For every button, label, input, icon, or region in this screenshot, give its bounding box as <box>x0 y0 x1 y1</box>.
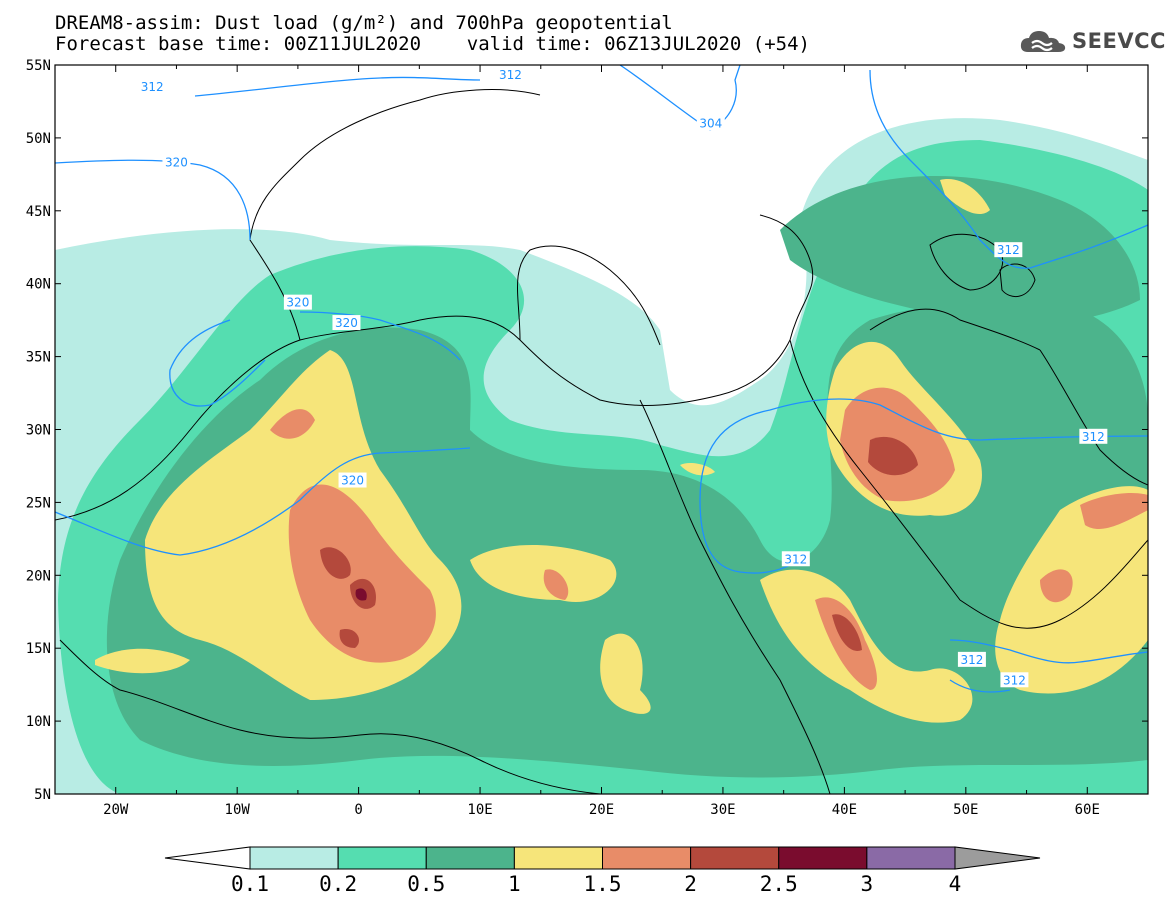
isoline-label-bg <box>138 78 167 94</box>
lat-tick-label: 20N <box>26 568 51 584</box>
forecast-time-line: Forecast base time: 00Z11JUL2020 valid t… <box>55 33 810 55</box>
isoline-label-bg <box>496 67 525 83</box>
cloud-icon <box>1020 31 1066 52</box>
colorbar-bin <box>778 846 868 870</box>
isoline-label: 320 <box>335 316 358 330</box>
colorbar-label: 0.1 <box>231 872 269 896</box>
lon-tick-label: 10W <box>225 802 251 818</box>
lon-tick-label: 20E <box>589 802 614 818</box>
colorbar-label: 3 <box>861 872 874 896</box>
colorbar-low-arrow <box>164 846 251 870</box>
colorbar-label: 4 <box>949 872 962 896</box>
isoline-label-bg <box>1000 672 1029 688</box>
isoline-label-bg <box>957 651 986 667</box>
lat-tick-label: 50N <box>26 131 51 147</box>
lon-tick-label: 50E <box>953 802 978 818</box>
colorbar: 0.1 0.2 0.5 1 1.5 2 2.5 3 4 <box>164 846 1041 896</box>
geopotential-isolines <box>55 65 1148 693</box>
isoline-label-bg <box>994 242 1023 258</box>
lat-tick-label: 45N <box>26 204 51 220</box>
lat-tick-label: 10N <box>26 714 51 730</box>
colorbar-label: 1.5 <box>584 872 622 896</box>
lon-tick-label: 30E <box>710 802 735 818</box>
isoline-label-bg <box>1079 428 1108 444</box>
lat-tick-label: 25N <box>26 495 51 511</box>
lon-tick-label: 10E <box>467 802 492 818</box>
colorbar-label: 1 <box>508 872 521 896</box>
isoline-label: 312 <box>141 80 164 94</box>
lat-tick-label: 5N <box>34 787 51 803</box>
isoline-label: 304 <box>699 116 722 130</box>
colorbar-bin <box>337 846 427 870</box>
lon-tick-label: 60E <box>1075 802 1100 818</box>
colorbar-bin <box>425 846 515 870</box>
isoline-label: 312 <box>499 68 522 82</box>
isoline-label-bg <box>162 154 191 170</box>
lat-tick-label: 55N <box>26 58 51 74</box>
isoline-label-bg <box>338 472 367 488</box>
isoline-label: 312 <box>784 552 807 566</box>
isoline-label: 312 <box>1082 430 1105 444</box>
isoline-label-bg <box>696 115 725 131</box>
isoline-label: 320 <box>286 296 309 310</box>
colorbar-bin <box>690 846 780 870</box>
colorbar-label: 0.2 <box>319 872 357 896</box>
axis-ticks: 55N 50N 45N 40N 35N 30N 25N 20N 15N 10N 5N 20W 10W 0 1… <box>26 58 1149 818</box>
isoline-label: 312 <box>997 243 1020 257</box>
isoline-label-bg <box>283 294 312 310</box>
map-title: DREAM8-assim: Dust load (g/m²) and 700hP… <box>55 12 673 34</box>
lat-tick-label: 30N <box>26 423 51 439</box>
isoline-label: 320 <box>165 156 188 170</box>
isoline-label-bg <box>332 315 361 331</box>
lat-tick-label: 15N <box>26 641 51 657</box>
lat-tick-label: 35N <box>26 350 51 366</box>
colorbar-bin <box>513 846 603 870</box>
colorbar-bin <box>249 846 339 870</box>
lon-tick-label: 20W <box>103 802 129 818</box>
colorbar-high-arrow <box>954 846 1041 870</box>
colorbar-label: 2.5 <box>760 872 798 896</box>
isoline-label: 312 <box>960 653 983 667</box>
logo-text: SEEVCCC <box>1072 29 1165 53</box>
colorbar-label: 2 <box>684 872 697 896</box>
lat-tick-label: 40N <box>26 277 51 293</box>
lon-tick-label: 0 <box>354 802 362 818</box>
dust-fields <box>55 118 1148 794</box>
isoline-label: 320 <box>341 474 364 488</box>
isoline-labels: 312 312 304 320 320 320 320 312 312 312 312 312 <box>138 67 1108 688</box>
seevccc-logo: SEEVCCC <box>1018 28 1165 54</box>
colorbar-label: 0.5 <box>407 872 445 896</box>
coastlines <box>55 89 1148 794</box>
isoline-label-bg <box>781 551 810 567</box>
colorbar-bin <box>866 846 956 870</box>
colorbar-bin <box>602 846 692 870</box>
lon-tick-label: 40E <box>832 802 857 818</box>
isoline-label: 312 <box>1003 673 1026 687</box>
